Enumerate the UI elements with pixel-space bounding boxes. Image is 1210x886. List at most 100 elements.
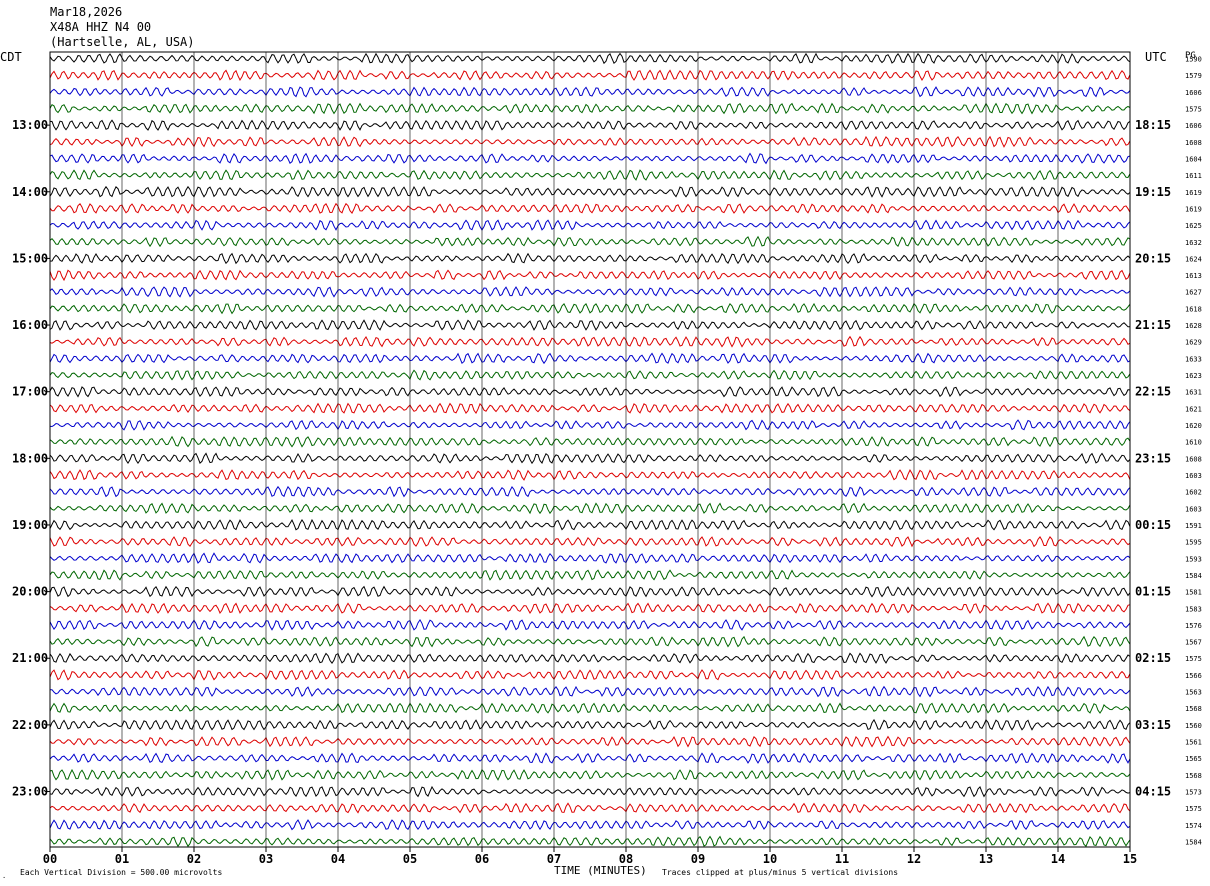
trace-15 (49, 302, 1131, 315)
trace-11 (49, 235, 1131, 248)
plot-frame (49, 51, 1131, 848)
x-tick-label: 05 (403, 852, 417, 866)
trace-value-label: 1610 (1185, 439, 1202, 447)
trace-22 (49, 419, 1131, 431)
header-station: X48A HHZ N4 00 (50, 20, 151, 34)
trace-2 (49, 86, 1131, 98)
trace-5 (49, 135, 1131, 148)
trace-3 (49, 102, 1131, 115)
trace-value-label: 1575 (1185, 105, 1202, 113)
trace-31 (49, 569, 1131, 581)
trace-value-label: 1575 (1185, 805, 1202, 813)
left-hour-label: 21:00 (12, 651, 48, 665)
trace-19 (49, 369, 1131, 381)
footer-corner-mark: . (2, 872, 6, 880)
trace-18 (49, 352, 1131, 365)
trace-21 (49, 402, 1131, 415)
right-hour-label: 02:15 (1135, 651, 1171, 665)
trace-value-label: 1608 (1185, 139, 1202, 147)
trace-value-label: 1606 (1185, 122, 1202, 130)
left-hour-label: 14:00 (12, 185, 48, 199)
trace-value-label: 1595 (1185, 539, 1202, 547)
trace-value-label: 1633 (1185, 355, 1202, 363)
x-tick-label: 00 (43, 852, 57, 866)
right-hour-label: 20:15 (1135, 251, 1171, 265)
trace-value-label: 1591 (1185, 522, 1202, 530)
trace-value-label: 1620 (1185, 422, 1202, 430)
trace-8 (49, 185, 1131, 198)
trace-value-label: 1623 (1185, 372, 1202, 380)
footer-scale-note: Each Vertical Division = 500.00 microvol… (20, 868, 222, 877)
trace-41 (49, 735, 1131, 748)
trace-value-label: 1567 (1185, 639, 1202, 647)
trace-group (49, 52, 1131, 848)
left-hour-label: 22:00 (12, 718, 48, 732)
trace-6 (49, 152, 1131, 165)
x-tick-label: 01 (115, 852, 129, 866)
trace-36 (49, 652, 1131, 664)
x-tick-label: 09 (691, 852, 705, 866)
trace-20 (49, 386, 1131, 398)
trace-value-label: 1579 (1185, 72, 1202, 80)
left-hour-label: 15:00 (12, 251, 48, 265)
trace-value-label: 1621 (1185, 405, 1202, 413)
x-tick-label: 12 (907, 852, 921, 866)
left-hour-label: 17:00 (12, 385, 48, 399)
trace-value-label: 1629 (1185, 339, 1202, 347)
trace-26 (49, 485, 1131, 498)
right-hour-label: 22:15 (1135, 385, 1171, 399)
trace-value-label: 1632 (1185, 239, 1202, 247)
trace-value-label: 1631 (1185, 389, 1202, 397)
trace-7 (49, 169, 1131, 181)
x-tick-label: 10 (763, 852, 777, 866)
trace-14 (49, 286, 1131, 298)
trace-43 (49, 768, 1131, 781)
trace-value-label: 1581 (1185, 589, 1202, 597)
trace-value-label: 1568 (1185, 772, 1202, 780)
trace-value-label: 1584 (1185, 839, 1202, 847)
right-hour-label: 03:15 (1135, 718, 1171, 732)
trace-47 (49, 835, 1131, 848)
trace-17 (49, 335, 1131, 348)
trace-value-label: 1584 (1185, 572, 1202, 580)
trace-value-label: 1606 (1185, 89, 1202, 97)
right-timezone-label: UTC (1145, 50, 1167, 64)
x-tick-label: 06 (475, 852, 489, 866)
trace-value-label: 1619 (1185, 189, 1202, 197)
trace-35 (49, 635, 1131, 648)
header-location: (Hartselle, AL, USA) (50, 35, 195, 49)
trace-value-labels: 1590 1579 1606 1575 1606 1608 1604 1611 1619 1619… (1185, 56, 1202, 847)
trace-10 (49, 219, 1131, 231)
left-hour-label: 18:00 (12, 451, 48, 465)
trace-value-label: 1573 (1185, 789, 1202, 797)
x-tick-label: 11 (835, 852, 849, 866)
left-hour-label: 20:00 (12, 585, 48, 599)
trace-30 (49, 552, 1131, 564)
trace-value-label: 1611 (1185, 172, 1202, 180)
trace-value-label: 1628 (1185, 322, 1202, 330)
trace-value-label: 1613 (1185, 272, 1202, 280)
trace-value-label: 1568 (1185, 705, 1202, 713)
trace-38 (50, 685, 1131, 698)
trace-46 (49, 819, 1131, 831)
x-tick-label: 07 (547, 852, 561, 866)
trace-value-label: 1604 (1185, 155, 1202, 163)
trace-value-label: 1603 (1185, 505, 1202, 513)
trace-value-label: 1576 (1185, 622, 1202, 630)
trace-value-label: 1627 (1185, 289, 1202, 297)
trace-24 (49, 452, 1131, 465)
trace-4 (49, 119, 1131, 132)
left-hour-label: 13:00 (12, 118, 48, 132)
trace-value-label: 1619 (1185, 205, 1202, 213)
trace-32 (49, 585, 1131, 598)
trace-0 (49, 52, 1131, 65)
trace-value-label: 1590 (1185, 56, 1202, 64)
trace-value-label: 1625 (1185, 222, 1202, 230)
trace-value-label: 1593 (1185, 555, 1202, 563)
trace-27 (49, 502, 1131, 515)
left-hour-label: 16:00 (12, 318, 48, 332)
x-tick-label: 13 (979, 852, 993, 866)
trace-12 (49, 252, 1131, 265)
trace-value-label: 1574 (1185, 822, 1202, 830)
